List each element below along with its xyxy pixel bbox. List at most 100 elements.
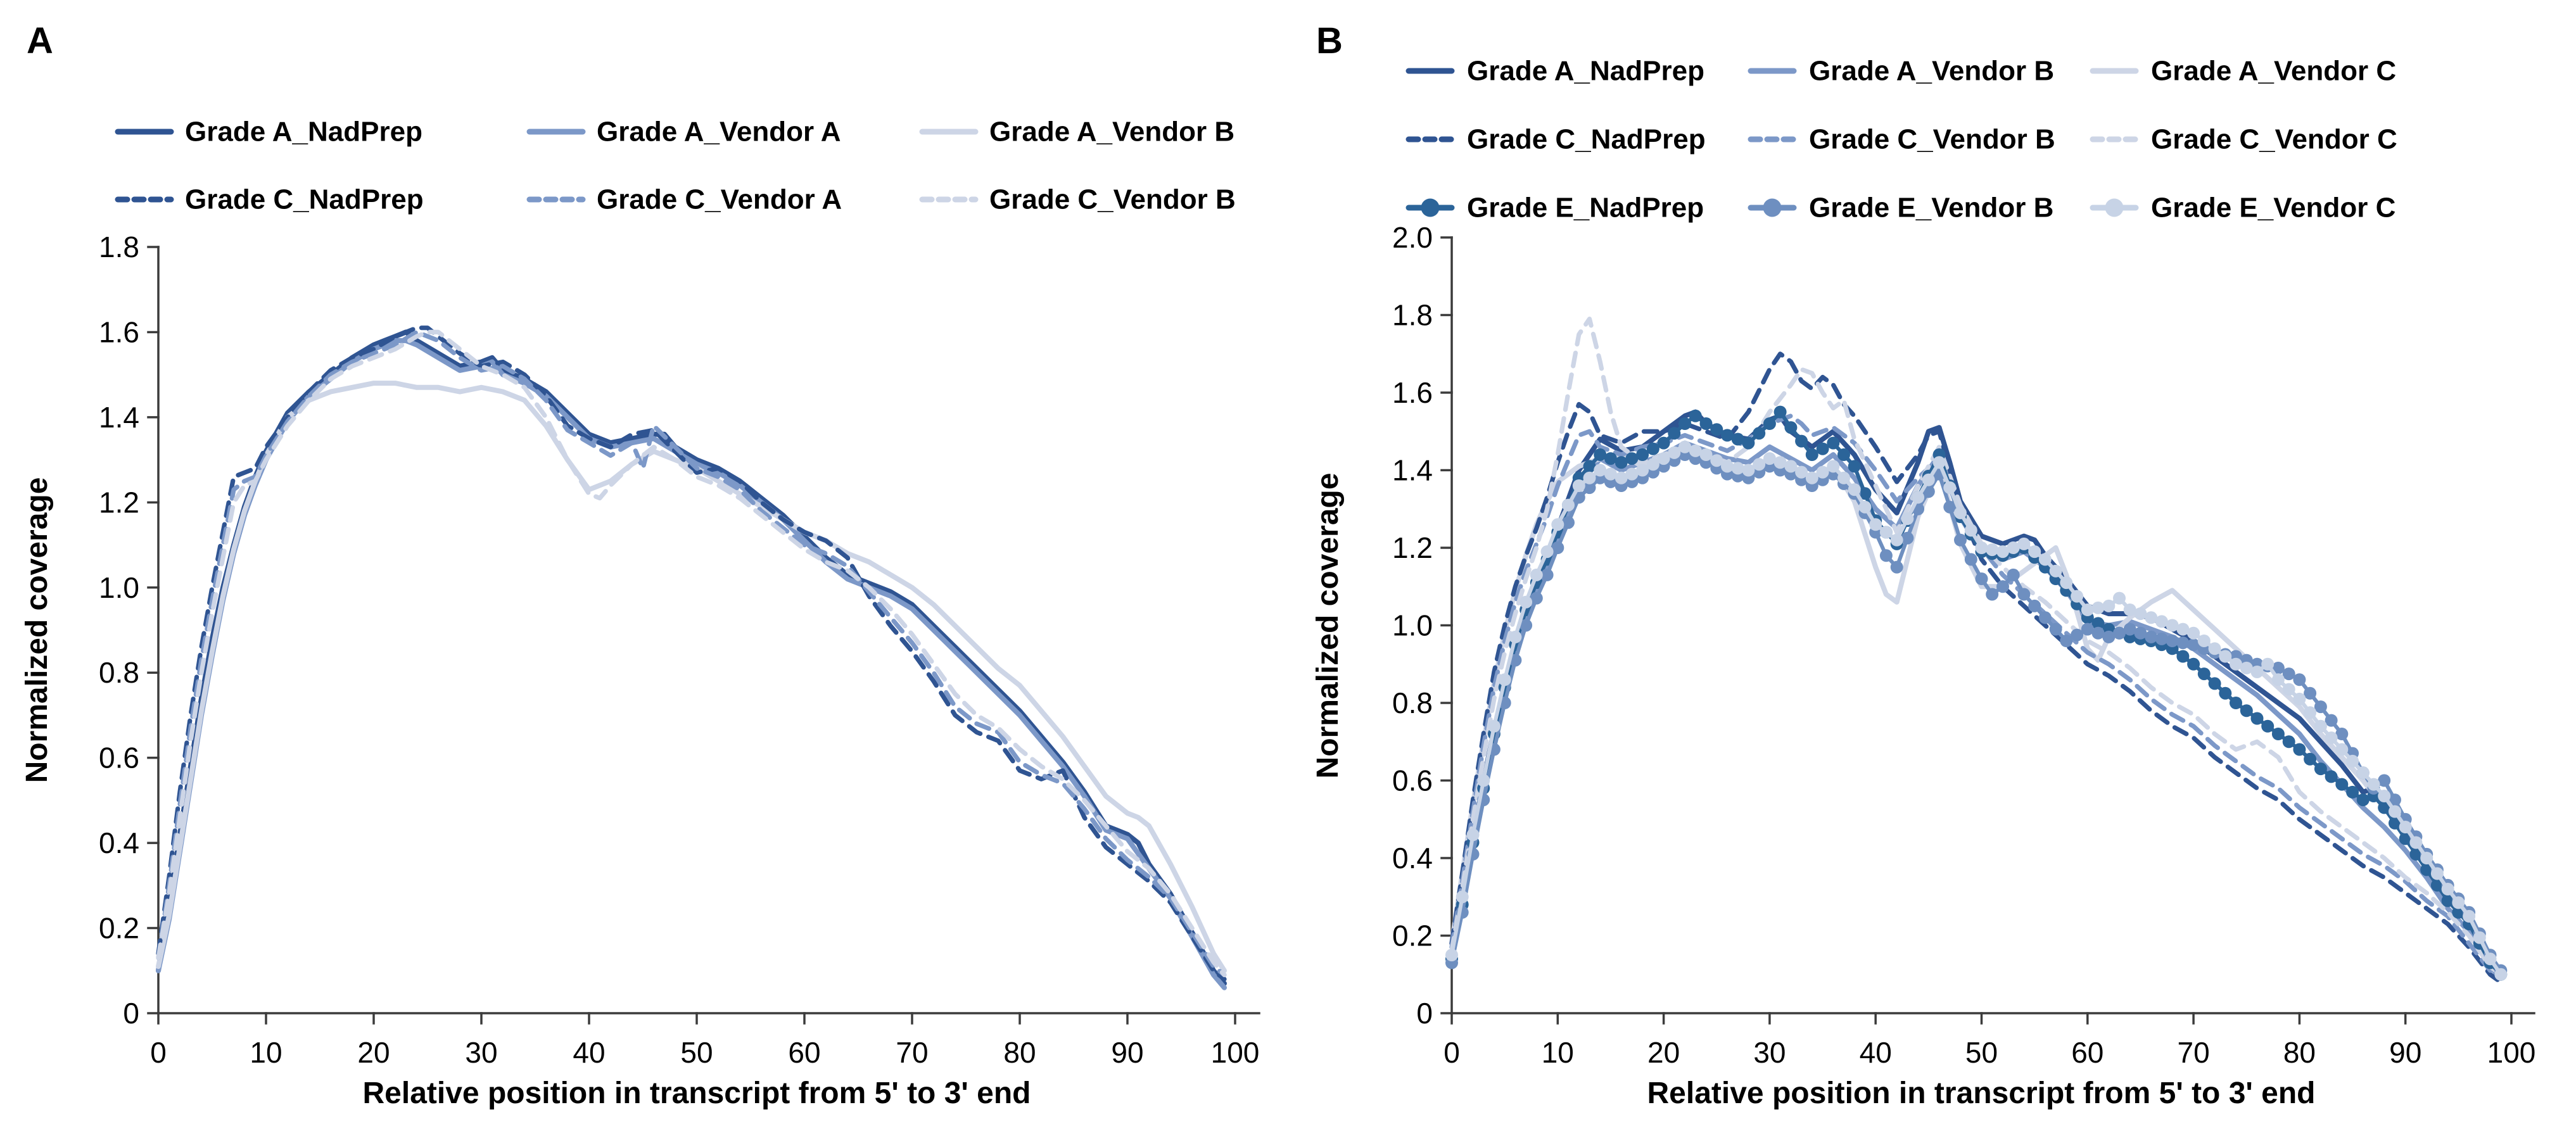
data-point-marker [2208,677,2221,690]
data-point-marker [2430,878,2444,892]
data-point-marker [1816,442,1829,455]
panel-b-x-axis-title: Relative position in transcript from 5' … [1647,1077,2316,1110]
x-tick-label: 40 [1860,1036,1892,1069]
data-point-marker [2176,650,2190,663]
data-point-marker [2304,752,2317,766]
data-point-marker [1773,405,1787,419]
y-tick-label: 1.6 [99,315,139,348]
data-point-marker [2293,673,2306,686]
data-point-marker [1848,460,1861,473]
data-point-marker [2049,622,2062,636]
legend-item-grade-e-nadprep: Grade E_NadPrep [1405,193,1704,224]
data-point-marker [2081,622,2094,636]
data-point-marker [2293,743,2306,756]
data-point-marker [2145,611,2158,624]
data-point-marker [1901,512,1914,526]
data-point-marker [1837,448,1850,461]
data-point-marker [2304,706,2317,719]
data-point-marker [1530,591,1543,605]
x-tick-label: 0 [1443,1036,1460,1069]
series-grade-a-nadprep [1449,409,2504,977]
data-point-marker [2282,667,2295,681]
data-point-marker [2409,836,2423,849]
panel-a-y-axis-title: Normalized coverage [20,477,54,783]
data-point-marker [2197,667,2211,681]
x-tick-label: 70 [896,1036,928,1069]
y-tick-label: 0.4 [99,826,139,859]
data-point-marker [2102,599,2116,612]
data-point-marker [2325,714,2338,727]
data-point-marker [2430,867,2444,880]
data-point-marker [2038,611,2052,624]
data-point-marker [1551,518,1564,531]
data-point-marker [2250,666,2264,678]
data-point-marker [1562,498,1575,512]
data-point-marker [1594,448,1607,461]
data-point-marker [1551,541,1564,554]
data-point-marker [1763,452,1776,465]
legend-label: Grade A_Vendor B [1809,56,2054,87]
data-point-marker [2484,952,2497,966]
data-point-marker [1520,619,1533,632]
x-tick-label: 0 [150,1036,167,1069]
x-tick-label: 60 [2071,1036,2103,1069]
data-point-marker [1827,436,1840,450]
data-point-marker [2271,661,2285,674]
data-point-marker [2378,790,2391,802]
x-tick-label: 40 [573,1036,605,1069]
legend-swatch-marker [1763,198,1782,217]
data-point-marker [2155,615,2168,628]
y-tick-label: 1.8 [1392,299,1433,332]
data-point-marker [2335,743,2349,756]
legend-item-grade-a-vendor-b: Grade A_Vendor B [919,117,1234,148]
data-point-marker [1879,526,1893,539]
data-point-marker [2314,762,2327,776]
data-point-marker [1890,533,1903,547]
data-point-marker [1699,448,1713,461]
x-tick-label: 20 [1647,1036,1680,1069]
data-point-marker [2346,754,2359,768]
x-tick-label: 20 [357,1036,390,1069]
data-point-marker [1710,454,1723,467]
series-grade-c-vendor-c [1449,317,2503,977]
data-point-marker [1657,452,1670,465]
legend-swatch-marker [2105,198,2124,217]
data-point-marker [2240,704,2253,717]
data-point-marker [2356,766,2370,780]
series-grade-a-vendor-a [156,338,1227,990]
data-point-marker [1509,630,1522,643]
legend-label: Grade C_Vendor A [597,184,842,215]
data-point-marker [1753,427,1766,440]
data-point-marker [1986,588,1999,601]
y-tick-label: 2.0 [1392,221,1433,254]
legend-label: Grade C_Vendor B [1809,124,2055,155]
x-tick-label: 70 [2178,1036,2210,1069]
data-point-marker [2463,909,2476,923]
legend-item-grade-c-nadprep: Grade C_NadPrep [115,184,424,215]
data-point-marker [1943,481,1957,495]
data-point-marker [1689,409,1702,422]
data-point-marker [1636,448,1649,461]
y-tick-label: 0.4 [1392,842,1433,875]
data-point-marker [2071,628,2084,641]
data-point-marker [2367,778,2380,791]
data-point-marker [2145,630,2158,643]
y-tick-label: 1.0 [1392,609,1433,642]
y-tick-label: 0 [123,997,139,1030]
data-point-marker [1858,500,1872,514]
data-point-marker [1530,568,1543,581]
data-point-marker [2304,686,2317,700]
data-point-marker [1604,452,1617,465]
data-point-marker [1721,429,1734,442]
data-point-marker [2441,894,2454,907]
data-point-marker [1975,572,1988,585]
data-point-marker [2091,617,2105,630]
data-point-marker [1890,560,1903,574]
data-point-marker [1742,464,1755,477]
data-point-marker [1805,448,1818,461]
legend-label: Grade C_NadPrep [1467,124,1706,155]
data-point-marker [2187,638,2200,652]
data-point-marker [2261,719,2275,733]
data-point-marker [2208,642,2221,655]
